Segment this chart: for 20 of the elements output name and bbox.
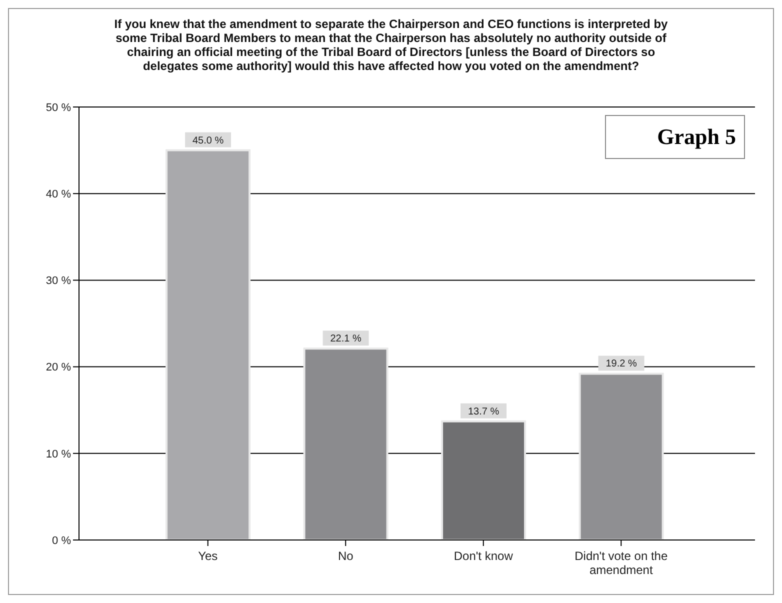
y-tick-label: 0 % (52, 534, 72, 547)
bar (578, 372, 664, 540)
y-tick-label: 40 % (46, 188, 72, 201)
data-label: 19.2 % (606, 358, 637, 370)
bar (166, 149, 251, 540)
x-tick-label: No (338, 549, 354, 563)
annotation: Graph 5 (605, 115, 745, 159)
bar (441, 420, 526, 540)
y-tick-label: 30 % (46, 275, 72, 288)
bar (303, 348, 388, 540)
chart-title: If you knew that the amendment to separate the Chairperson and CEO functions is interpreted by some Tribal Board Members to mean that the Chairperson has absolutely no authority outside of chairing an official meeting of the Tribal Board of Directors [unless the Board of Directors so delegates some authority] would this have affected how you voted on the amendment? (113, 16, 669, 75)
x-tick-label: Didn't vote on the amendment (574, 549, 668, 577)
data-label: 22.1 % (330, 334, 362, 345)
y-tick-label: 50 % (46, 102, 72, 114)
y-tick-label: 10 % (46, 448, 72, 460)
data-label: 45.0 % (192, 135, 224, 146)
data-label: 13.7 % (468, 406, 500, 418)
y-tick-label: 20 % (46, 362, 72, 374)
x-tick-label: Don't know (454, 549, 514, 563)
x-tick-label: Yes (198, 549, 218, 563)
